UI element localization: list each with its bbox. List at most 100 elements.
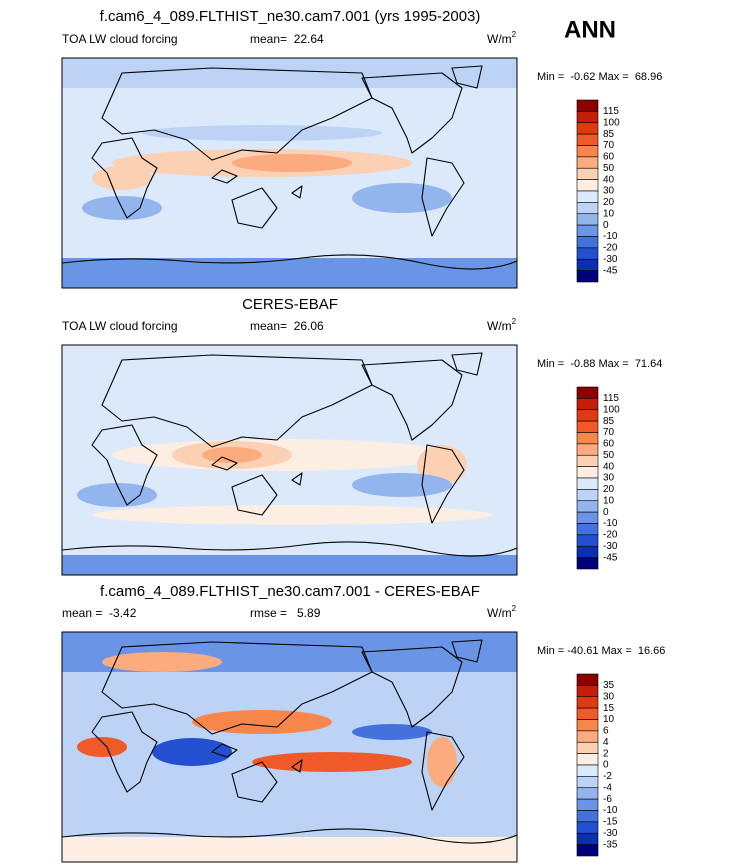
panel-center-label: mean= 26.06 [250,319,324,333]
colorbar-label: -45 [603,552,618,563]
colorbar-box [576,787,599,800]
colorbar-label: 10 [603,714,615,725]
panel-left-label: mean = -3.42 [62,606,137,620]
colorbar-box [576,776,599,789]
colorbar-box [576,167,599,180]
colorbar-box [576,247,599,260]
colorbar-box [576,534,599,547]
colorbar-box [576,523,599,536]
colorbar-label: -4 [603,782,612,793]
colorbar-label: -20 [603,530,618,541]
colorbar-box [576,719,599,732]
season: ANN [564,16,616,43]
colorbar-label: -35 [603,839,618,850]
units-sup: 2 [512,317,517,326]
colorbar-label: -45 [603,265,618,276]
colorbar-label: 0 [603,507,609,518]
colorbar-box [576,844,599,857]
colorbar-label: 40 [603,461,615,472]
colorbar-box [576,466,599,479]
map-frame [61,631,518,863]
units-base: W/m [487,606,512,620]
colorbar-label: 30 [603,186,615,197]
colorbar-box [576,764,599,777]
colorbar-box [576,202,599,215]
colorbar-label: 6 [603,726,609,737]
map [62,632,517,862]
colorbar-box [576,730,599,743]
colorbar-box [576,156,599,169]
colorbar-label: 50 [603,450,615,461]
colorbar-label: 30 [603,473,615,484]
colorbar-box [576,213,599,226]
units-base: W/m [487,32,512,46]
map-frame [61,57,518,289]
colorbar-box [576,798,599,811]
panel-left-label: TOA LW cloud forcing [62,32,178,46]
panel-left-label: TOA LW cloud forcing [62,319,178,333]
colorbar-label: 115 [603,106,619,117]
min-max: Min = -40.61 Max = 16.66 [537,645,665,657]
colorbar-box [576,224,599,237]
colorbar-label: -6 [603,794,612,805]
colorbar-box [576,270,599,283]
colorbar-label: 60 [603,439,615,450]
colorbar-box [576,753,599,766]
colorbar-label: 70 [603,140,615,151]
colorbar-label: -20 [603,243,618,254]
panel-center-label: rmse = 5.89 [250,606,321,620]
colorbar-box [576,477,599,490]
colorbar-box [576,741,599,754]
colorbar-label: 70 [603,427,615,438]
colorbar-box [576,821,599,834]
colorbar-box [576,179,599,192]
units-sup: 2 [512,30,517,39]
map-frame [61,344,518,576]
colorbar-box [576,511,599,524]
colorbar-box [576,454,599,467]
colorbar-box [576,111,599,124]
colorbar-label: 10 [603,495,615,506]
min-max: Min = -0.88 Max = 71.64 [537,358,662,370]
colorbar-box [576,707,599,720]
colorbar-box [576,258,599,271]
colorbar-box [576,190,599,203]
colorbar-box [576,673,599,686]
colorbar-label: -15 [603,817,618,828]
colorbar-label: -10 [603,805,618,816]
colorbar-label: -30 [603,828,618,839]
colorbar-box [576,145,599,158]
colorbar-label: 10 [603,208,615,219]
colorbar-box [576,420,599,433]
colorbar-box [576,557,599,570]
colorbar-box [576,500,599,513]
colorbar-label: 115 [603,393,619,404]
colorbar-label: -2 [603,771,612,782]
panel-center-label: mean= 22.64 [250,32,324,46]
colorbar-box [576,386,599,399]
colorbar-label: 4 [603,737,609,748]
colorbar-label: 0 [603,220,609,231]
colorbar-box [576,409,599,422]
colorbar-box [576,832,599,845]
units: W/m2 [487,604,517,620]
colorbar-box [576,432,599,445]
colorbar-label: 15 [603,703,615,714]
colorbar-label: 40 [603,174,615,185]
colorbar-box [576,489,599,502]
map [62,345,517,575]
colorbar-label: 2 [603,748,609,759]
units: W/m2 [487,30,517,46]
colorbar-box [576,122,599,135]
units: W/m2 [487,317,517,333]
colorbar-box [576,398,599,411]
colorbar-label: 35 [603,680,615,691]
colorbar-box [576,133,599,146]
map [62,58,517,288]
figure-title: f.cam6_4_089.FLTHIST_ne30.cam7.001 (yrs … [100,8,481,25]
colorbar-label: 0 [603,760,609,771]
colorbar-box [576,236,599,249]
colorbar-label: 100 [603,117,620,128]
colorbar-label: -30 [603,254,618,265]
colorbar-label: 30 [603,691,615,702]
